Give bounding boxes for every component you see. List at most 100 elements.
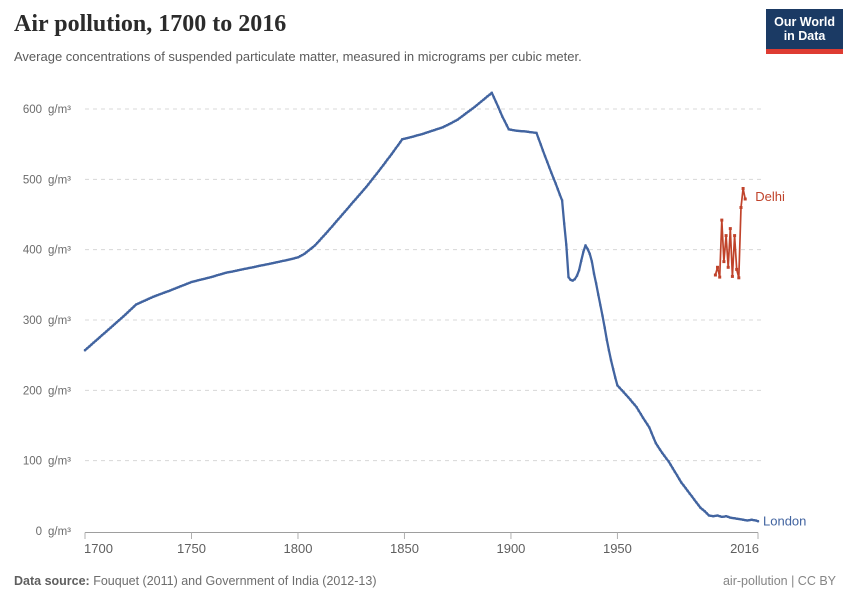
london-marker	[616, 384, 619, 387]
london-marker	[431, 129, 434, 132]
london-marker	[475, 104, 478, 107]
london-marker	[379, 167, 383, 170]
london-marker	[247, 266, 251, 270]
london-marker	[695, 501, 698, 504]
london-marker	[646, 423, 649, 426]
london-marker	[269, 262, 272, 265]
london-marker	[620, 389, 623, 392]
london-marker	[386, 158, 389, 161]
london-marker	[520, 130, 523, 133]
delhi-line[interactable]	[714, 187, 747, 279]
london-marker	[350, 203, 353, 206]
y-tick-value: 200	[23, 385, 42, 397]
london-marker	[409, 136, 412, 139]
london-marker	[622, 391, 625, 394]
london-marker	[641, 416, 645, 419]
london-marker	[203, 277, 206, 280]
y-tick-unit: g/m³	[48, 104, 71, 116]
london-marker	[452, 120, 455, 123]
delhi-series[interactable]	[713, 187, 747, 280]
logo-line-2: in Data	[783, 29, 826, 44]
london-marker	[397, 144, 400, 147]
london-marker	[222, 272, 225, 275]
london-marker	[671, 467, 674, 470]
london-marker	[614, 376, 617, 379]
y-tick-value: 500	[23, 174, 42, 186]
london-marker	[365, 186, 368, 189]
london-marker	[627, 396, 630, 399]
london-marker	[522, 130, 525, 133]
london-marker	[578, 269, 581, 272]
london-marker	[256, 265, 259, 268]
london-marker	[750, 518, 753, 521]
london-marker	[586, 247, 589, 251]
london-marker	[173, 287, 176, 290]
london-marker	[514, 129, 517, 132]
london-marker	[201, 278, 204, 281]
london-marker	[360, 190, 363, 194]
london-marker	[196, 279, 199, 282]
london-marker	[629, 398, 632, 401]
london-marker	[433, 129, 436, 132]
y-tick-unit: g/m³	[48, 174, 71, 186]
london-marker	[497, 105, 500, 108]
delhi-marker	[722, 260, 726, 264]
y-tick-unit: g/m³	[48, 526, 71, 538]
london-marker	[177, 286, 180, 289]
london-marker	[714, 514, 717, 517]
london-marker	[220, 273, 223, 276]
london-marker	[152, 295, 155, 298]
london-marker	[245, 267, 248, 270]
delhi-marker	[724, 234, 728, 238]
london-marker	[382, 164, 385, 167]
london-marker	[548, 166, 551, 169]
london-marker	[571, 279, 574, 282]
london-marker	[480, 100, 483, 103]
london-marker	[509, 128, 512, 131]
london-marker	[179, 285, 182, 288]
london-marker	[275, 261, 278, 264]
london-marker	[273, 261, 276, 264]
london-marker	[426, 131, 429, 134]
y-tick-value: 600	[23, 104, 42, 116]
london-marker	[399, 141, 402, 144]
london-marker	[676, 474, 679, 477]
london-marker	[541, 149, 544, 152]
london-marker	[720, 515, 723, 518]
london-marker	[658, 448, 662, 451]
london-marker	[299, 255, 302, 258]
london-series[interactable]	[83, 91, 760, 523]
london-marker	[554, 182, 557, 185]
london-line[interactable]	[83, 91, 760, 523]
london-marker	[100, 334, 104, 337]
london-marker	[362, 188, 366, 191]
london-marker	[437, 127, 440, 130]
london-marker	[635, 406, 638, 409]
london-marker	[160, 292, 163, 295]
london-marker	[324, 232, 327, 235]
license-text[interactable]: air-pollution | CC BY	[722, 574, 836, 588]
london-marker	[697, 503, 700, 507]
london-marker	[226, 271, 229, 274]
y-tick-unit: g/m³	[48, 315, 71, 327]
london-marker	[411, 135, 415, 138]
london-marker	[654, 442, 657, 445]
london-marker	[92, 341, 95, 344]
london-marker	[742, 518, 745, 521]
london-marker	[556, 188, 559, 191]
london-marker	[405, 137, 408, 140]
london-marker	[290, 257, 293, 261]
london-marker	[603, 326, 606, 329]
london-marker	[124, 313, 127, 316]
owid-logo[interactable]: Our World in Data	[766, 9, 843, 54]
y-tick-unit: g/m³	[48, 456, 71, 468]
delhi-marker	[726, 265, 730, 269]
london-marker	[599, 304, 602, 307]
london-marker	[733, 517, 736, 520]
london-marker	[477, 102, 481, 105]
delhi-marker	[718, 275, 722, 279]
london-marker	[401, 138, 404, 141]
london-marker	[171, 288, 174, 291]
x-tick-label: 1850	[390, 541, 419, 556]
